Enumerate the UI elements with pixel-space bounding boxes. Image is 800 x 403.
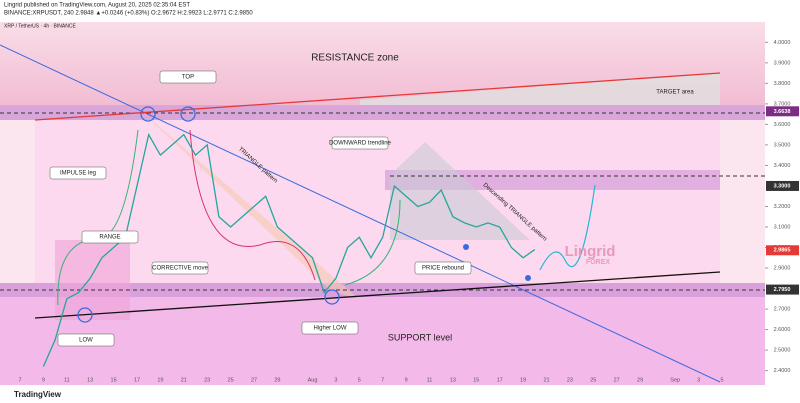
x-tick-label: 21 — [543, 377, 549, 383]
x-tick-label: 23 — [567, 377, 573, 383]
y-tick-label: 3.1000 — [774, 224, 791, 230]
y-tick-label: 4.0000 — [774, 40, 791, 46]
annotation-box — [49, 166, 107, 180]
watermark: Lingrid — [565, 243, 616, 260]
x-tick-label: 25 — [228, 377, 234, 383]
price-label: 3.3000 — [774, 183, 791, 189]
touch-dot — [525, 275, 531, 281]
y-tick-label: 2.4000 — [774, 368, 791, 374]
price-label-box — [766, 245, 799, 256]
x-tick-label: 21 — [181, 377, 187, 383]
annotation-box — [81, 230, 139, 244]
x-tick-label: 13 — [450, 377, 456, 383]
support-band — [0, 283, 765, 297]
touch-dot — [463, 244, 469, 250]
symbol-line: BINANCE:XRPUSDT, 240 2.9848 ▲+0.0246 (+0… — [4, 11, 253, 17]
y-tick-label: 3.5000 — [774, 142, 791, 148]
x-tick-label: 3 — [334, 377, 337, 383]
y-tick-label: 3.8000 — [774, 81, 791, 87]
x-tick-label: 15 — [111, 377, 117, 383]
x-tick-label: 29 — [637, 377, 643, 383]
annotation-box — [57, 333, 115, 347]
price-axis — [765, 22, 800, 385]
x-tick-label: 9 — [42, 377, 45, 383]
annotation: RESISTANCE zone — [311, 53, 399, 64]
y-tick-label: 2.7000 — [774, 307, 791, 313]
x-tick-label: 29 — [274, 377, 280, 383]
price-label: 2.7950 — [774, 287, 791, 293]
y-tick-label: 2.6000 — [774, 327, 791, 333]
annotation: DOWNWARD trendline — [329, 141, 391, 147]
price-label-box — [766, 180, 799, 191]
x-tick-label: 7 — [381, 377, 384, 383]
low-marker — [77, 307, 93, 323]
x-tick-label: 7 — [18, 377, 21, 383]
annotation-box — [331, 136, 389, 150]
x-tick-label: 17 — [134, 377, 140, 383]
desc-triangle-shape — [390, 142, 530, 240]
higher-low-marker — [324, 289, 340, 305]
x-tick-label: 25 — [590, 377, 596, 383]
chart-name: XRP / TetherUS · 4h · BINANCE — [4, 23, 76, 29]
y-tick-label: 2.5000 — [774, 348, 791, 354]
price-label-box — [766, 106, 799, 117]
corrective-arrow — [189, 129, 316, 281]
y-tick-label: 3.6000 — [774, 122, 791, 128]
x-tick-label: 27 — [251, 377, 257, 383]
triangle-shape — [140, 110, 360, 300]
annotation-box — [151, 261, 209, 275]
x-tick-label: 5 — [358, 377, 361, 383]
downward-trendline — [0, 44, 721, 383]
x-tick-label: 3 — [697, 377, 700, 383]
support-trendline — [34, 271, 721, 319]
x-tick-label: 23 — [204, 377, 210, 383]
brand: TradingView — [14, 390, 62, 399]
annotation: RANGE — [99, 235, 120, 241]
x-tick-label: 5 — [720, 377, 723, 383]
annotation: LOW — [79, 338, 93, 344]
annotation: SUPPORT level — [388, 332, 452, 342]
watermark: FOREX — [586, 259, 610, 266]
y-tick-label: 3.2000 — [774, 204, 791, 210]
annotation: PRICE rebound — [422, 266, 464, 272]
top-marker — [140, 106, 156, 122]
x-tick-label: 27 — [614, 377, 620, 383]
y-tick-label: 3.7000 — [774, 101, 791, 107]
target-area — [360, 73, 720, 105]
top-marker — [180, 106, 196, 122]
x-tick-label: 11 — [427, 377, 433, 383]
x-tick-label: Sep — [670, 377, 680, 383]
price-label: 3.6638 — [774, 109, 791, 115]
x-tick-label: 11 — [64, 377, 70, 383]
rebound-arrow — [344, 199, 401, 286]
price-label: 2.9865 — [774, 248, 791, 254]
annotation-box — [159, 70, 217, 84]
x-tick-label: Aug — [308, 377, 318, 383]
annotation: CORRECTIVE move — [152, 266, 208, 272]
publisher: Lingrid published on TradingView.com, Au… — [4, 3, 190, 9]
annotation-box — [301, 321, 359, 335]
x-tick-label: 19 — [157, 377, 163, 383]
y-tick-label: 2.9000 — [774, 265, 791, 271]
x-tick-label: 19 — [520, 377, 526, 383]
annotation: Higher LOW — [313, 326, 346, 332]
x-tick-label: 13 — [87, 377, 93, 383]
x-tick-label: 15 — [473, 377, 479, 383]
annotation: IMPULSE leg — [60, 171, 96, 177]
x-tick-label: 9 — [405, 377, 408, 383]
range-rect — [55, 240, 130, 320]
annotation: TOP — [182, 75, 194, 81]
projection-arrow — [539, 184, 596, 271]
price-label-box — [766, 284, 799, 295]
annotation-box — [414, 261, 472, 275]
x-tick-label: 17 — [497, 377, 503, 383]
resistance-trendline — [34, 72, 721, 121]
annotation: TARGET area — [656, 90, 694, 96]
y-tick-label: 3.9000 — [774, 60, 791, 66]
y-tick-label: 3.4000 — [774, 163, 791, 169]
